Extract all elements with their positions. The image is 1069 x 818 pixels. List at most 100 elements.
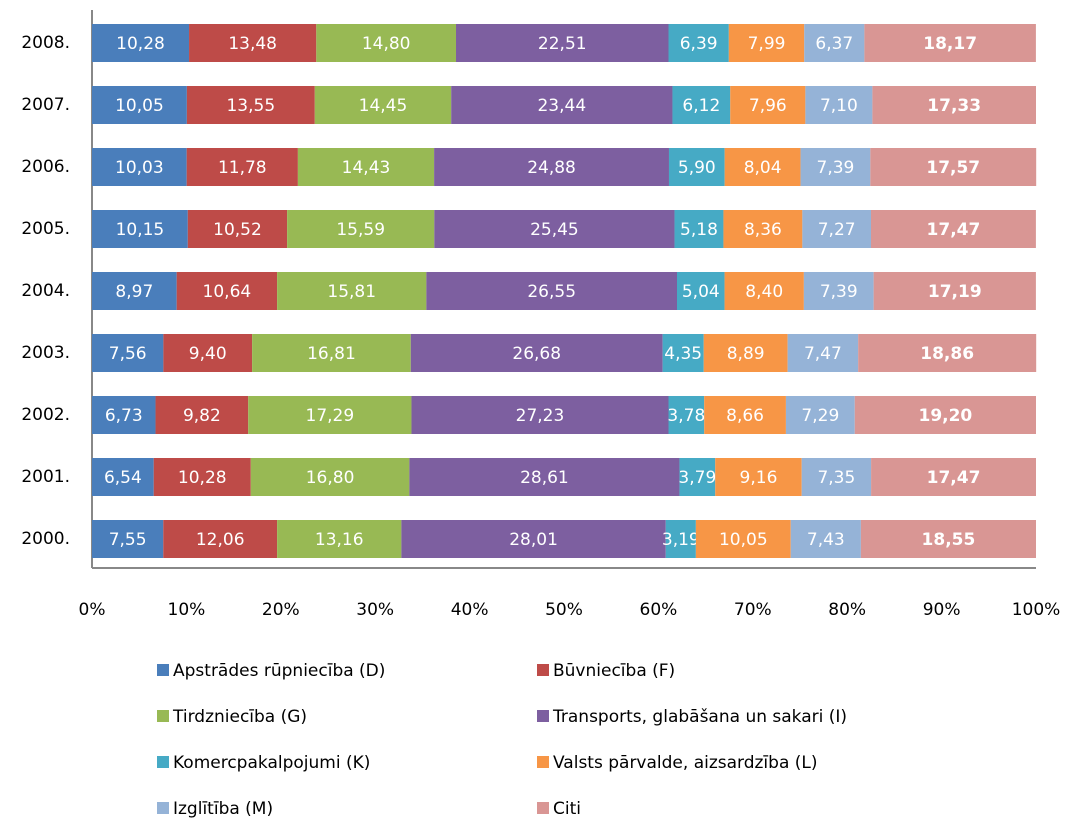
legend-label: Tirdzniecība (G)	[172, 707, 307, 727]
value-label: 7,39	[820, 282, 858, 302]
value-label: 7,27	[818, 220, 856, 240]
value-label: 8,89	[727, 344, 765, 364]
bar-segment	[800, 148, 871, 186]
legend-label: Apstrādes rūpniecība (D)	[173, 661, 385, 681]
value-label: 15,81	[327, 282, 376, 302]
bar-segment	[176, 272, 278, 310]
bar-segment	[805, 86, 873, 124]
value-label: 16,81	[307, 344, 356, 364]
value-label: 9,40	[189, 344, 227, 364]
value-label: 26,55	[527, 282, 576, 302]
bar-segment	[163, 520, 278, 558]
value-label: 8,97	[115, 282, 153, 302]
bar-segment	[724, 148, 801, 186]
legend-swatch	[537, 710, 549, 722]
value-label: 7,39	[817, 158, 855, 178]
value-label: 5,04	[682, 282, 720, 302]
value-label: 5,90	[678, 158, 716, 178]
bar-segment	[316, 24, 457, 62]
value-label: 3,78	[667, 406, 705, 426]
bar-segment	[672, 86, 731, 124]
bar-segment	[92, 210, 188, 248]
bar-segment	[163, 334, 253, 372]
value-label: 10,05	[115, 96, 164, 116]
legend-label: Transports, glabāšana un sakari (I)	[552, 707, 847, 727]
bar-segment	[695, 520, 791, 558]
bar-segment	[665, 520, 696, 558]
value-label: 18,17	[923, 34, 977, 54]
legend-swatch	[537, 802, 549, 814]
value-label: 25,45	[530, 220, 579, 240]
x-tick-label: 100%	[1012, 600, 1061, 620]
bar-segment	[92, 86, 187, 124]
value-label: 18,55	[922, 530, 976, 550]
value-label: 12,06	[196, 530, 245, 550]
x-tick-label: 20%	[262, 600, 300, 620]
bar-segment	[314, 86, 452, 124]
bar-segment	[297, 148, 435, 186]
bar-segment	[668, 148, 725, 186]
value-label: 10,05	[719, 530, 768, 550]
legend-swatch	[537, 664, 549, 676]
x-tick-label: 80%	[828, 600, 866, 620]
value-label: 13,16	[315, 530, 364, 550]
bar-segment	[434, 148, 669, 186]
value-label: 18,86	[920, 344, 974, 364]
value-label: 6,12	[682, 96, 720, 116]
bar-segment	[803, 272, 874, 310]
y-tick-label: 2006.	[21, 157, 70, 177]
bar-segment	[92, 334, 164, 372]
value-label: 6,37	[815, 34, 853, 54]
legend-label: Būvniecība (F)	[553, 661, 675, 681]
value-label: 3,19	[662, 530, 700, 550]
value-label: 17,29	[306, 406, 355, 426]
bar-segment	[456, 24, 669, 62]
value-label: 7,10	[820, 96, 858, 116]
bar-segment	[860, 520, 1036, 558]
bar-segment	[668, 24, 729, 62]
bar-segment	[724, 272, 804, 310]
bar-segment	[870, 210, 1036, 248]
value-label: 6,39	[680, 34, 718, 54]
value-label: 7,56	[109, 344, 147, 364]
bar-segment	[401, 520, 666, 558]
legend-swatch	[157, 802, 169, 814]
y-tick-label: 2007.	[21, 95, 70, 115]
value-label: 10,52	[213, 220, 262, 240]
bar-segment	[676, 272, 725, 310]
bar-segment	[730, 86, 806, 124]
value-label: 27,23	[516, 406, 565, 426]
bar-segment	[723, 210, 803, 248]
value-label: 9,82	[183, 406, 221, 426]
bar-segment	[187, 210, 288, 248]
value-label: 8,36	[744, 220, 782, 240]
y-tick-label: 2005.	[21, 219, 70, 239]
bar-segment	[790, 520, 861, 558]
value-label: 14,80	[362, 34, 411, 54]
bar-segment	[92, 148, 187, 186]
value-label: 23,44	[537, 96, 586, 116]
value-label: 7,96	[749, 96, 787, 116]
bar-segment	[668, 396, 705, 434]
bar-segment	[153, 458, 251, 496]
value-label: 9,16	[740, 468, 778, 488]
x-tick-label: 70%	[734, 600, 772, 620]
value-label: 17,47	[927, 468, 981, 488]
value-label: 19,20	[918, 406, 972, 426]
y-tick-label: 2000.	[21, 529, 70, 549]
x-tick-label: 40%	[451, 600, 489, 620]
value-label: 10,28	[116, 34, 165, 54]
x-tick-label: 90%	[923, 600, 961, 620]
y-tick-label: 2003.	[21, 343, 70, 363]
value-label: 7,47	[804, 344, 842, 364]
y-tick-label: 2004.	[21, 281, 70, 301]
bar-segment	[426, 272, 677, 310]
value-label: 8,40	[745, 282, 783, 302]
bar-segment	[287, 210, 435, 248]
legend-label: Komercpakalpojumi (K)	[173, 753, 370, 773]
legend-label: Citi	[553, 799, 581, 818]
value-label: 7,29	[801, 406, 839, 426]
value-label: 6,73	[105, 406, 143, 426]
bar-segment	[92, 272, 177, 310]
